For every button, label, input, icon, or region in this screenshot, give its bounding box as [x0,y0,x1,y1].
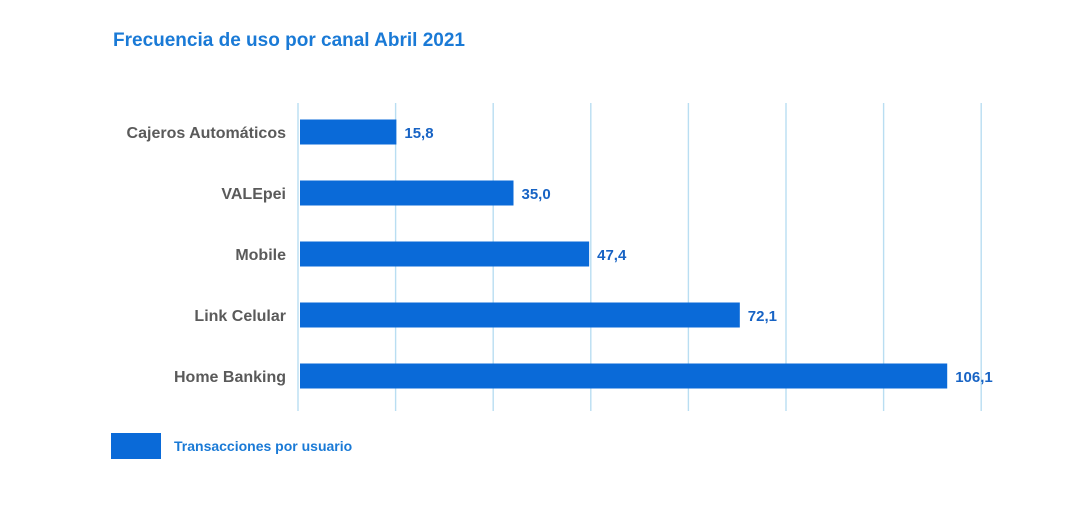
bar [300,180,514,206]
bar [300,241,590,267]
legend-swatch [111,433,161,459]
bars [300,119,948,389]
category-label: Home Banking [174,369,286,386]
legend-label: Transacciones por usuario [174,438,353,454]
bar [300,363,948,389]
chart-title: Frecuencia de uso por canal Abril 2021 [113,30,465,51]
value-label: 35,0 [522,186,551,203]
bar [300,302,740,328]
category-label: Mobile [235,247,286,264]
value-label: 15,8 [404,125,433,142]
category-label: Link Celular [194,308,286,325]
legend: Transacciones por usuario [111,433,352,459]
value-label: 47,4 [597,247,627,264]
value-label: 72,1 [748,308,777,325]
labels: Cajeros Automáticos 15,8 VALEpei 35,0 Mobile… [127,125,993,386]
category-label: VALEpei [221,186,286,203]
value-label: 106,1 [955,369,993,386]
bar [300,119,397,145]
category-label: Cajeros Automáticos [127,125,287,142]
